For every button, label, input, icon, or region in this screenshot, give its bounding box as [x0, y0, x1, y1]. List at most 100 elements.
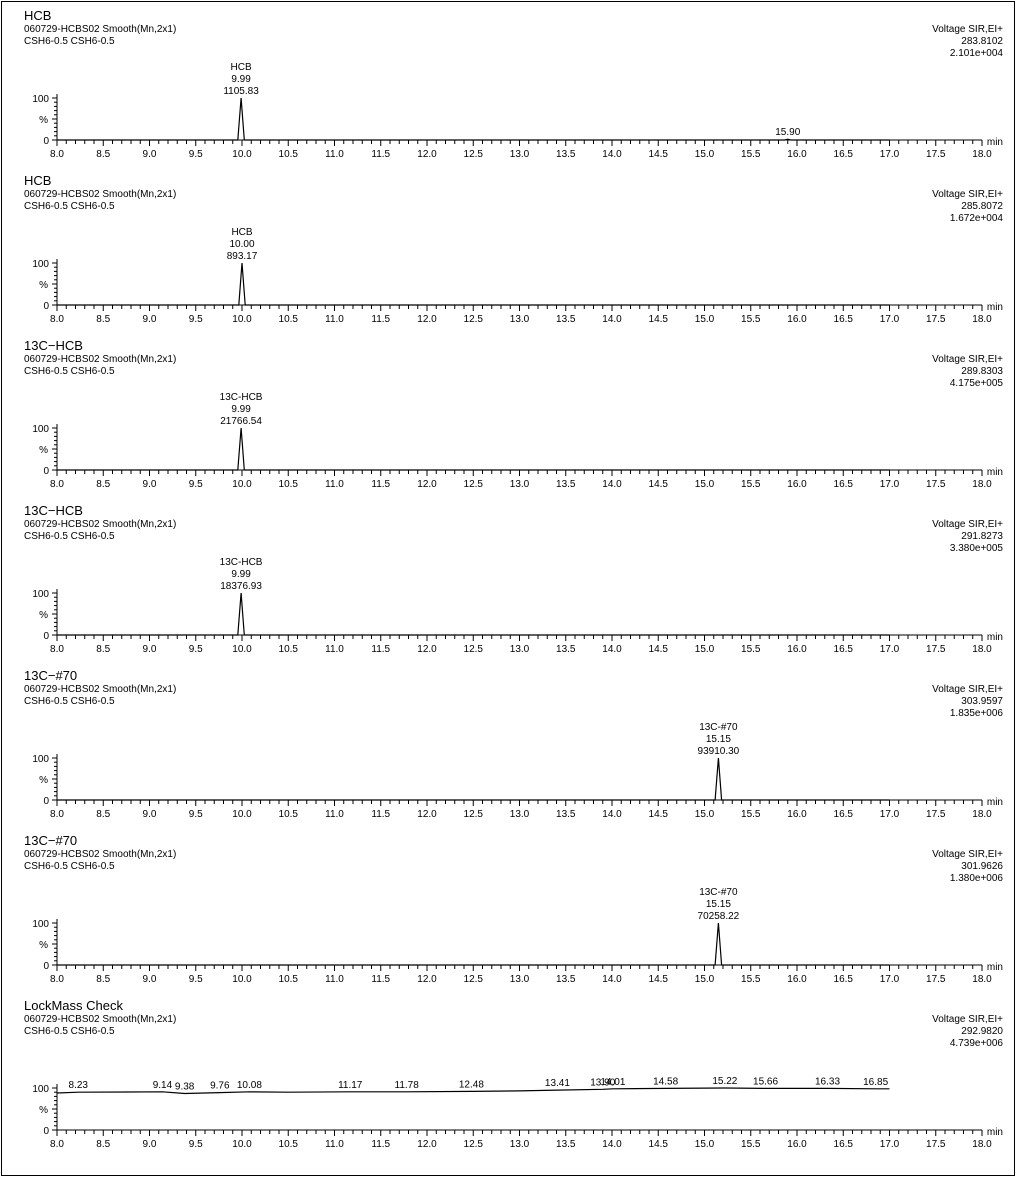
x-tick-label: 18.0: [972, 644, 992, 655]
mass-label: 285.8072: [961, 201, 1003, 212]
x-tick-label: 9.5: [189, 1139, 203, 1150]
peak-label: 11.17: [338, 1080, 363, 1091]
x-tick-label: 14.0: [602, 809, 622, 820]
x-tick-label: 12.0: [417, 974, 437, 985]
x-tick-label: 12.0: [417, 1139, 437, 1150]
peak-label: 15.22: [712, 1076, 737, 1087]
x-tick-label: 11.0: [325, 644, 344, 655]
chromatogram-trace: [57, 262, 890, 306]
peak-label: 13C-#70: [699, 722, 738, 733]
x-tick-label: 12.5: [464, 479, 484, 490]
x-tick-label: 16.5: [834, 479, 854, 490]
channel-label: Voltage SIR,EI+: [932, 684, 1003, 695]
intensity-label: 3.380e+005: [950, 543, 1004, 554]
x-tick-label: 10.0: [232, 149, 252, 160]
y-tick-label-percent: %: [39, 610, 48, 621]
x-tick-label: 14.5: [649, 314, 669, 325]
y-tick-label-100: 100: [32, 424, 49, 435]
sample-description: CSH6-0.5 CSH6-0.5: [24, 531, 115, 542]
x-tick-label: 13.0: [510, 479, 530, 490]
peak-label: 15.15: [706, 734, 731, 745]
x-axis-unit: min: [987, 632, 1003, 643]
x-tick-label: 12.5: [464, 644, 484, 655]
x-tick-label: 15.5: [741, 149, 761, 160]
channel-label: Voltage SIR,EI+: [932, 849, 1003, 860]
x-tick-label: 18.0: [972, 809, 992, 820]
x-tick-label: 10.0: [232, 314, 252, 325]
x-tick-label: 17.0: [880, 974, 900, 985]
peak-label: 13C-HCB: [220, 557, 263, 568]
peak-label: 93910.30: [698, 746, 740, 757]
x-tick-label: 10.0: [232, 1139, 252, 1150]
y-tick-label-percent: %: [39, 775, 48, 786]
x-tick-label: 9.0: [143, 1139, 157, 1150]
x-tick-label: 13.5: [556, 479, 576, 490]
x-tick-label: 10.5: [279, 314, 299, 325]
sample-description: CSH6-0.5 CSH6-0.5: [24, 36, 115, 47]
peak-label: 16.33: [815, 1076, 840, 1087]
x-tick-label: 10.5: [279, 644, 299, 655]
x-tick-label: 10.5: [279, 479, 299, 490]
x-tick-label: 16.5: [834, 974, 854, 985]
x-tick-label: 17.0: [880, 479, 900, 490]
x-tick-label: 8.5: [96, 479, 110, 490]
x-tick-label: 11.5: [371, 314, 390, 325]
mass-label: 292.9820: [961, 1026, 1003, 1037]
peak-label: 15.15: [706, 899, 731, 910]
intensity-label: 4.175e+005: [950, 378, 1004, 389]
x-tick-label: 13.5: [556, 149, 576, 160]
panel-title: 13C−#70: [24, 668, 77, 683]
x-tick-label: 15.5: [741, 809, 761, 820]
x-tick-label: 12.5: [464, 1139, 484, 1150]
x-tick-label: 14.5: [649, 974, 669, 985]
y-tick-label-0: 0: [43, 301, 49, 312]
x-tick-label: 11.5: [371, 809, 390, 820]
x-tick-label: 8.0: [50, 479, 64, 490]
x-axis-unit: min: [987, 137, 1003, 148]
sample-name: 060729-HCBS02 Smooth(Mn,2x1): [24, 1014, 176, 1025]
x-tick-label: 15.5: [741, 644, 761, 655]
x-tick-label: 18.0: [972, 479, 992, 490]
x-tick-label: 13.5: [556, 809, 576, 820]
panel-title: HCB: [24, 173, 51, 188]
x-tick-label: 9.0: [143, 479, 157, 490]
panel-title: 13C−HCB: [24, 338, 83, 353]
x-tick-label: 9.0: [143, 149, 157, 160]
x-tick-label: 8.0: [50, 1139, 64, 1150]
sample-name: 060729-HCBS02 Smooth(Mn,2x1): [24, 24, 176, 35]
peak-label: 14.01: [600, 1077, 625, 1088]
x-tick-label: 15.0: [695, 479, 715, 490]
channel-label: Voltage SIR,EI+: [932, 354, 1003, 365]
sample-name: 060729-HCBS02 Smooth(Mn,2x1): [24, 849, 176, 860]
x-tick-label: 9.5: [189, 644, 203, 655]
x-axis-unit: min: [987, 302, 1003, 313]
x-tick-label: 15.5: [741, 1139, 761, 1150]
x-tick-label: 16.5: [834, 644, 854, 655]
x-tick-label: 14.0: [602, 974, 622, 985]
y-tick-label-0: 0: [43, 961, 49, 972]
x-tick-label: 16.0: [787, 314, 807, 325]
chromatogram-trace: [57, 757, 890, 801]
x-tick-label: 9.5: [189, 149, 203, 160]
channel-label: Voltage SIR,EI+: [932, 189, 1003, 200]
x-tick-label: 17.5: [926, 1139, 946, 1150]
x-tick-label: 15.0: [695, 809, 715, 820]
x-tick-label: 11.0: [325, 974, 344, 985]
x-tick-label: 13.5: [556, 644, 576, 655]
peak-label: 21766.54: [220, 416, 262, 427]
x-tick-label: 8.5: [96, 1139, 110, 1150]
mass-label: 289.8303: [961, 366, 1003, 377]
peak-label: 18376.93: [220, 581, 262, 592]
x-tick-label: 11.5: [371, 479, 390, 490]
x-tick-label: 10.0: [232, 974, 252, 985]
x-tick-label: 13.0: [510, 809, 530, 820]
x-tick-label: 14.0: [602, 314, 622, 325]
x-tick-label: 13.0: [510, 644, 530, 655]
x-tick-label: 8.5: [96, 314, 110, 325]
panel-title: HCB: [24, 8, 51, 23]
x-tick-label: 12.5: [464, 974, 484, 985]
panel-title: 13C−HCB: [24, 503, 83, 518]
